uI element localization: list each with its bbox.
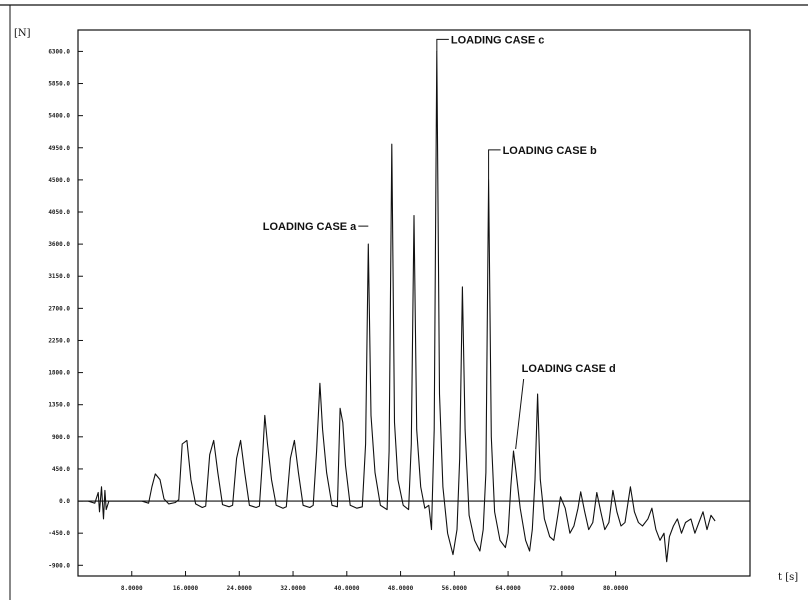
- y-tick-label: 1800.0: [48, 370, 70, 377]
- x-tick-label: 64.0000: [495, 585, 521, 592]
- plot-frame: [77, 29, 751, 577]
- y-tick-label: 1350.0: [48, 402, 70, 409]
- y-tick-label: -450.0: [48, 530, 70, 537]
- y-tick-label: 5400.0: [48, 113, 70, 120]
- annotation-label-loading-case-b: LOADING CASE b: [503, 145, 597, 157]
- x-tick-label: 48.0000: [388, 585, 414, 592]
- x-axis-unit-label: t [s]: [778, 572, 798, 583]
- x-tick-label: 56.0000: [442, 585, 468, 592]
- x-tick-label: 80.0000: [603, 585, 629, 592]
- x-tick-label: 72.0000: [549, 585, 575, 592]
- y-tick-label: 4050.0: [48, 209, 70, 216]
- y-tick-label: 900.0: [52, 434, 70, 441]
- loading-case-annotations: LOADING CASE a LOADING CASE b LOADING CASE…: [263, 34, 616, 450]
- y-tick-label: 0.0: [59, 498, 70, 505]
- y-tick-label: 4500.0: [48, 177, 70, 184]
- y-tick-label: 4950.0: [48, 145, 70, 152]
- x-axis-ticks: 8.0000 16.0000 24.0000 32.0000 40.0000 48.000…: [121, 571, 629, 592]
- x-tick-label: 40.0000: [334, 585, 360, 592]
- annotation-leader-line: [436, 38, 449, 52]
- x-tick-label: 32.0000: [280, 585, 306, 592]
- annotation-label-loading-case-d: LOADING CASE d: [522, 363, 616, 375]
- force-series-line: [78, 50, 716, 563]
- y-tick-label: 5850.0: [48, 81, 70, 88]
- y-tick-label: 3150.0: [48, 273, 70, 280]
- y-tick-label: 3600.0: [48, 241, 70, 248]
- annotation-leader-line: [488, 149, 501, 180]
- y-tick-label: -900.0: [48, 562, 70, 569]
- annotation-label-loading-case-c: LOADING CASE c: [451, 34, 545, 46]
- annotation-leader-line: [515, 378, 525, 450]
- y-tick-label: 2250.0: [48, 337, 70, 344]
- y-tick-label: 6300.0: [48, 48, 70, 55]
- annotation-label-loading-case-a: LOADING CASE a: [263, 221, 357, 233]
- y-tick-label: 450.0: [52, 466, 70, 473]
- y-tick-label: 2700.0: [48, 305, 70, 312]
- x-tick-label: 8.0000: [121, 585, 143, 592]
- y-axis-unit-label: [N]: [14, 28, 31, 39]
- x-tick-label: 24.0000: [227, 585, 253, 592]
- x-tick-label: 16.0000: [173, 585, 199, 592]
